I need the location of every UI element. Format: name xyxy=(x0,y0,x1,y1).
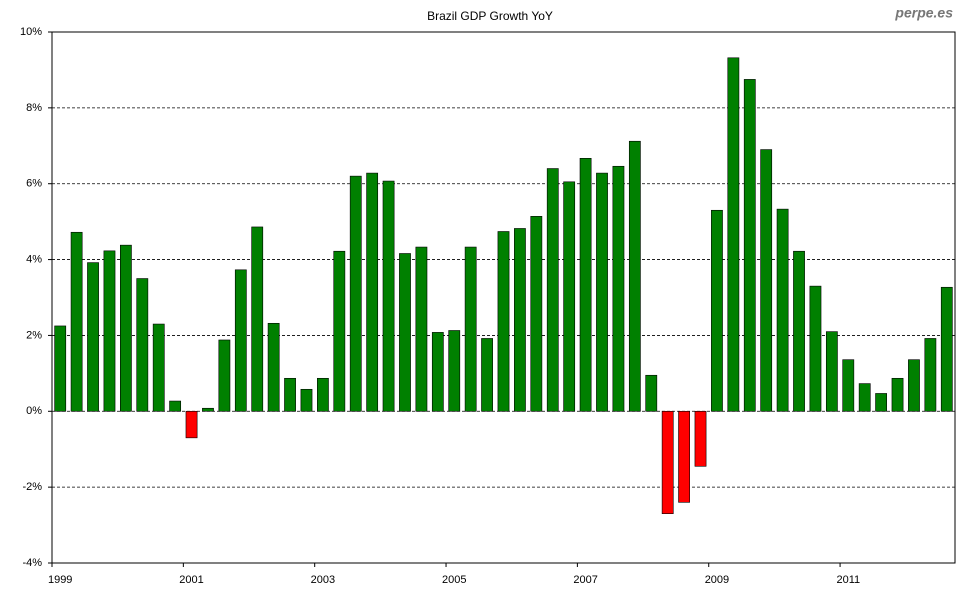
x-tick-label: 2001 xyxy=(179,574,203,586)
bar xyxy=(612,165,625,412)
bar xyxy=(366,172,379,412)
bar xyxy=(481,338,493,412)
bar xyxy=(333,250,346,412)
bar xyxy=(218,339,231,412)
bar xyxy=(875,393,888,412)
y-tick-label: 0% xyxy=(26,405,42,417)
bar xyxy=(349,175,362,412)
bar xyxy=(185,410,198,439)
bar xyxy=(300,388,313,412)
bar xyxy=(678,410,690,503)
bar xyxy=(940,286,953,412)
bar xyxy=(70,231,83,412)
bar xyxy=(103,250,116,412)
bar xyxy=(793,250,805,412)
bar xyxy=(563,181,576,412)
bar xyxy=(415,246,428,412)
bar xyxy=(825,331,838,412)
plot-frame xyxy=(51,31,956,564)
bar xyxy=(694,410,707,467)
y-tick-label: 10% xyxy=(20,26,42,38)
bar xyxy=(267,322,280,412)
x-tick-label: 2011 xyxy=(836,574,860,586)
bar xyxy=(317,377,329,412)
bar xyxy=(858,383,871,412)
bar xyxy=(87,262,99,412)
y-tick-label: -2% xyxy=(22,481,42,493)
bar xyxy=(514,228,526,412)
bar xyxy=(743,79,756,412)
bar xyxy=(727,57,740,412)
bar xyxy=(842,359,855,412)
bar xyxy=(399,253,411,412)
bar xyxy=(809,285,822,412)
bar xyxy=(202,407,214,412)
y-tick-label: 4% xyxy=(26,253,42,265)
bar xyxy=(234,269,247,412)
x-tick-label: 2005 xyxy=(442,574,466,586)
bar xyxy=(776,208,789,412)
bar xyxy=(891,377,904,412)
bar xyxy=(152,323,165,412)
bar xyxy=(431,332,444,412)
y-tick-label: -4% xyxy=(22,557,42,569)
bar xyxy=(497,231,510,412)
bar xyxy=(251,226,264,412)
bar xyxy=(136,278,149,412)
y-tick-label: 2% xyxy=(26,329,42,341)
bar xyxy=(546,168,559,412)
x-tick-label: 2009 xyxy=(705,574,729,586)
x-tick-label: 2003 xyxy=(311,574,335,586)
watermark: perpe.es xyxy=(894,5,953,21)
bar xyxy=(54,325,67,412)
bar xyxy=(464,246,477,412)
bar xyxy=(908,359,920,412)
bar xyxy=(169,400,182,412)
bar xyxy=(579,158,592,412)
bar xyxy=(645,374,658,412)
bar xyxy=(924,338,937,412)
bar xyxy=(448,330,461,412)
bar xyxy=(596,172,608,412)
bar xyxy=(382,180,395,412)
bar xyxy=(760,149,773,412)
y-tick-label: 6% xyxy=(26,178,42,190)
bar xyxy=(711,209,723,412)
bar xyxy=(119,244,132,412)
x-tick-label: 1999 xyxy=(48,574,72,586)
bar xyxy=(284,377,296,412)
y-tick-label: 8% xyxy=(26,102,42,114)
bar xyxy=(628,140,641,412)
x-tick-label: 2007 xyxy=(573,574,597,586)
bar xyxy=(530,216,543,412)
chart-title: Brazil GDP Growth YoY xyxy=(427,9,553,23)
bar xyxy=(661,410,674,514)
